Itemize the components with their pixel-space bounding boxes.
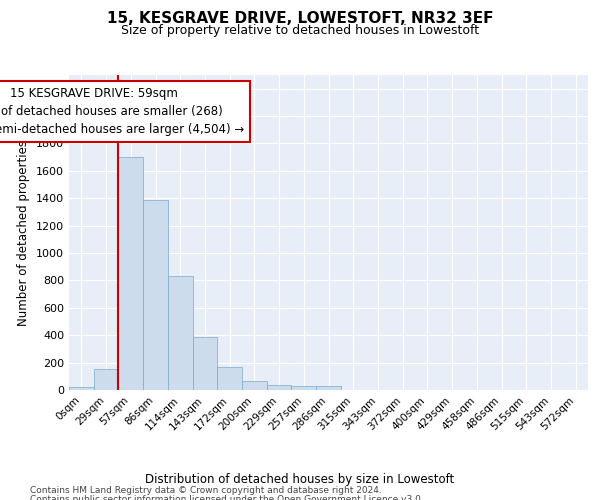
Text: Contains public sector information licensed under the Open Government Licence v3: Contains public sector information licen…	[30, 495, 424, 500]
Text: Distribution of detached houses by size in Lowestoft: Distribution of detached houses by size …	[145, 472, 455, 486]
Bar	[217, 368, 242, 390]
Bar	[143, 200, 168, 390]
Bar	[267, 384, 292, 390]
Text: Contains HM Land Registry data © Crown copyright and database right 2024.: Contains HM Land Registry data © Crown c…	[30, 486, 382, 495]
Bar	[69, 388, 94, 390]
Text: 15 KESGRAVE DRIVE: 59sqm
← 6% of detached houses are smaller (268)
94% of semi-d: 15 KESGRAVE DRIVE: 59sqm ← 6% of detache…	[0, 88, 244, 136]
Bar	[94, 369, 118, 390]
Bar	[118, 157, 143, 390]
Bar	[193, 338, 217, 390]
Bar	[316, 386, 341, 390]
Bar	[292, 386, 316, 390]
Bar	[168, 276, 193, 390]
Text: Size of property relative to detached houses in Lowestoft: Size of property relative to detached ho…	[121, 24, 479, 37]
Y-axis label: Number of detached properties: Number of detached properties	[17, 140, 31, 326]
Bar	[242, 381, 267, 390]
Text: 15, KESGRAVE DRIVE, LOWESTOFT, NR32 3EF: 15, KESGRAVE DRIVE, LOWESTOFT, NR32 3EF	[107, 11, 493, 26]
